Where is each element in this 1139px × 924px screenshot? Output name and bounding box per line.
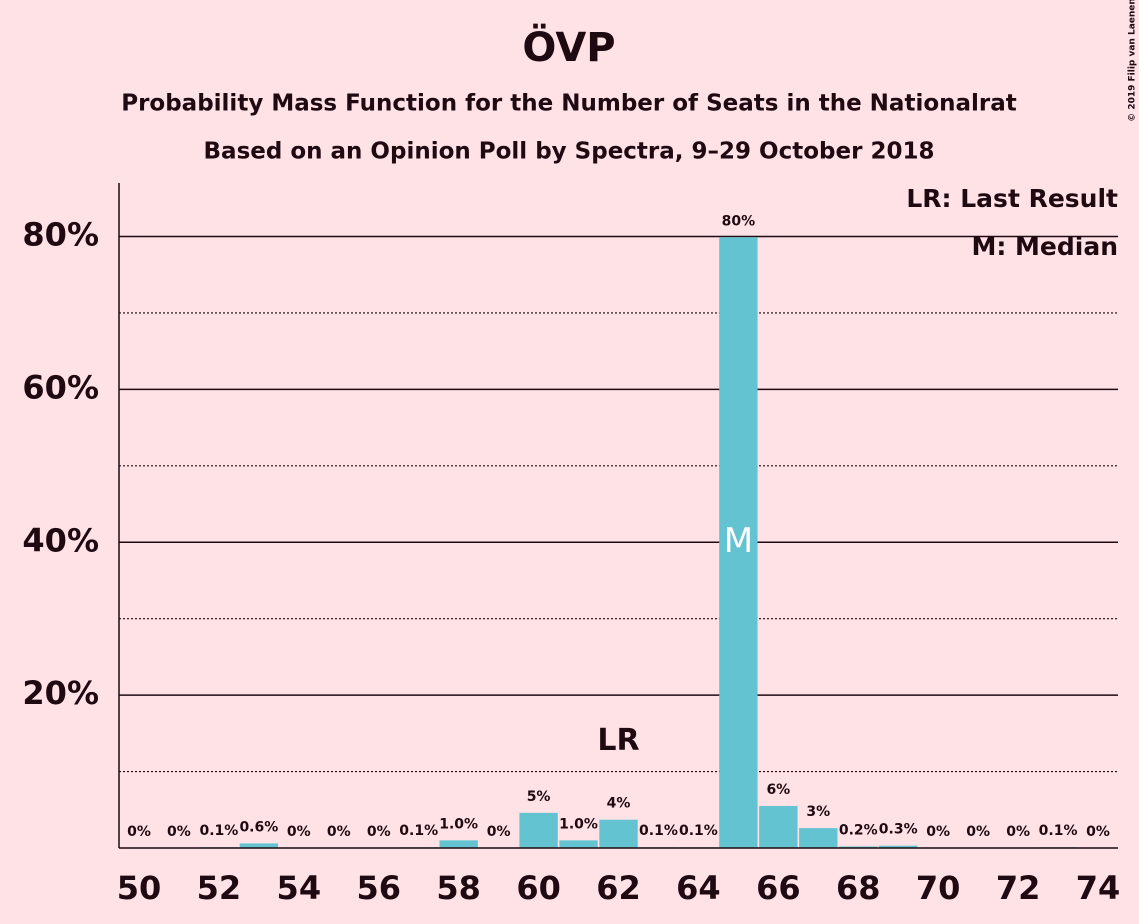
value-label: 0.6% xyxy=(239,819,278,835)
x-tick-label: 56 xyxy=(356,869,401,907)
bar xyxy=(239,843,279,848)
bar xyxy=(839,846,878,848)
y-tick-label: 80% xyxy=(22,216,99,254)
value-label: 0% xyxy=(926,824,950,840)
chart-title: ÖVP xyxy=(522,23,615,71)
value-label: 0.3% xyxy=(879,822,918,838)
value-label: 4% xyxy=(607,796,631,812)
value-label: 0% xyxy=(487,824,511,840)
x-tick-label: 64 xyxy=(676,869,721,907)
value-label: 3% xyxy=(806,804,830,820)
bar xyxy=(599,819,638,848)
value-label: 80% xyxy=(722,213,756,229)
legend-entry: LR: Last Result xyxy=(906,184,1118,213)
x-tick-label: 54 xyxy=(277,869,322,907)
value-label: 0% xyxy=(966,824,990,840)
value-label: 0% xyxy=(287,824,311,840)
value-label: 1.0% xyxy=(439,816,478,832)
x-tick-label: 52 xyxy=(197,869,242,907)
x-tick-label: 60 xyxy=(516,869,561,907)
bar xyxy=(759,805,798,848)
value-label: 5% xyxy=(527,789,551,805)
chart-subtitle: Probability Mass Function for the Number… xyxy=(121,91,1017,117)
bar xyxy=(559,840,598,848)
y-tick-label: 60% xyxy=(22,368,99,406)
x-tick-label: 66 xyxy=(756,869,801,907)
bar xyxy=(519,812,558,848)
x-tick-label: 68 xyxy=(836,869,881,907)
x-tick-label: 72 xyxy=(996,869,1041,907)
value-label: 0.1% xyxy=(639,823,678,839)
value-label: 0.2% xyxy=(839,822,878,838)
value-label: 0.1% xyxy=(1039,823,1078,839)
value-label: 0.1% xyxy=(399,823,438,839)
value-label: 0.1% xyxy=(679,823,718,839)
x-tick-label: 74 xyxy=(1076,869,1121,907)
value-label: 0% xyxy=(167,824,191,840)
median-marker: M xyxy=(724,521,753,561)
value-label: 1.0% xyxy=(559,816,598,832)
bar xyxy=(719,237,758,848)
value-label: 0.1% xyxy=(199,823,238,839)
bar xyxy=(799,828,838,848)
value-label: 6% xyxy=(766,782,790,798)
y-tick-label: 40% xyxy=(22,521,99,559)
value-label: 0% xyxy=(1006,824,1030,840)
value-label: 0% xyxy=(1086,824,1110,840)
value-label: 0% xyxy=(127,824,151,840)
chart-subtitle: Based on an Opinion Poll by Spectra, 9–2… xyxy=(204,139,935,165)
value-label: 0% xyxy=(367,824,391,840)
value-label: 0% xyxy=(327,824,351,840)
x-tick-label: 62 xyxy=(596,869,641,907)
x-tick-label: 58 xyxy=(436,869,481,907)
bar xyxy=(879,845,918,848)
y-tick-label: 20% xyxy=(22,674,99,712)
last-result-marker: LR xyxy=(597,723,639,758)
x-tick-label: 70 xyxy=(916,869,961,907)
copyright: © 2019 Filip van Laenen xyxy=(1128,0,1138,122)
bar xyxy=(439,840,478,848)
x-tick-label: 50 xyxy=(117,869,162,907)
